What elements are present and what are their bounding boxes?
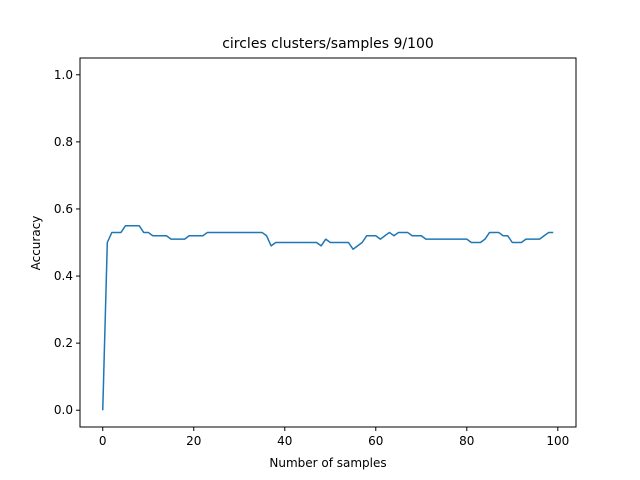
series-line-0 <box>102 224 554 411</box>
x-axis: 0 20 40 60 80 100 <box>99 427 569 448</box>
y-tick-label: 0.4 <box>54 269 73 283</box>
axes-frame <box>79 57 577 428</box>
y-tick-label: 0.6 <box>54 202 73 216</box>
x-tick-label: 60 <box>368 434 383 448</box>
plot-area <box>102 224 554 411</box>
y-tick-label: 0.2 <box>54 336 73 350</box>
y-tick-label: 1.0 <box>54 68 73 82</box>
x-axis-label: Number of samples <box>269 456 386 470</box>
y-axis: 0.0 0.2 0.4 0.6 0.8 1.0 <box>54 68 80 417</box>
x-tick-label: 80 <box>459 434 474 448</box>
chart-title: circles clusters/samples 9/100 <box>222 36 434 52</box>
x-tick-label: 40 <box>277 434 292 448</box>
y-axis-label: Accuracy <box>29 216 43 271</box>
x-tick-label: 0 <box>99 434 107 448</box>
y-tick-label: 0.8 <box>54 135 73 149</box>
y-tick-label: 0.0 <box>54 403 73 417</box>
x-tick-label: 100 <box>546 434 569 448</box>
x-tick-label: 20 <box>186 434 201 448</box>
